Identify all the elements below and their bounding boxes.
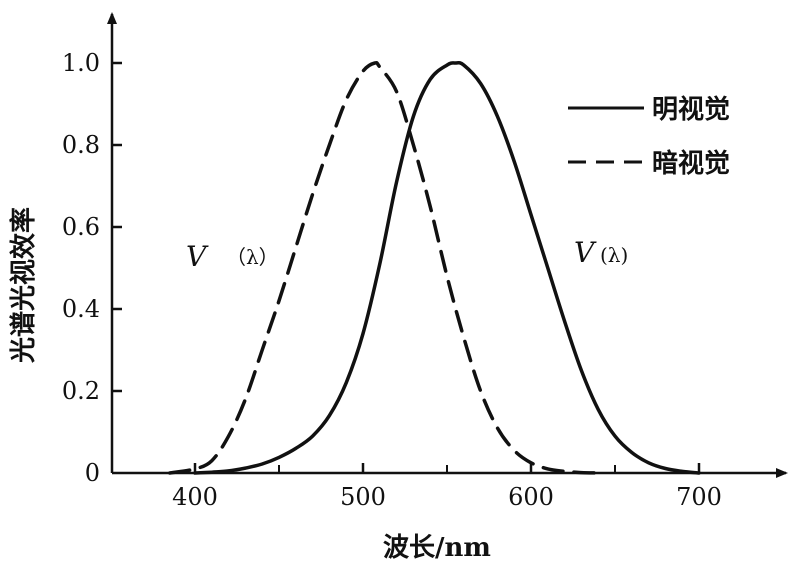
annotation-scotopic: V （λ） [186,240,279,273]
x-tick-label: 500 [340,483,386,511]
y-tick-label: 1.0 [62,49,100,77]
y-axis-title: 光谱光视效率 [8,207,39,364]
legend-label-photopic: 明视觉 [652,95,730,125]
y-tick-label: 0.8 [62,131,100,159]
x-tick-label: 700 [676,483,722,511]
y-ticks: 0 0.2 0.4 0.6 0.8 1.0 [62,49,122,487]
annotation-photopic: V (λ) [574,236,628,269]
annotation-photopic-v: V [574,236,597,269]
x-tick-label: 600 [508,483,554,511]
legend-label-scotopic: 暗视觉 [652,149,730,179]
y-tick-label: 0.4 [62,295,100,323]
x-tick-label: 400 [172,483,218,511]
annotation-scotopic-lambda: （λ） [226,245,279,269]
series-layer [168,60,701,475]
series-scotopic-line [168,60,600,475]
y-tick-label: 0.2 [62,377,100,405]
y-tick-label: 0 [85,459,100,487]
legend: 明视觉 暗视觉 [568,95,730,179]
annotation-photopic-lambda: (λ) [600,243,628,267]
y-tick-label: 0.6 [62,213,100,241]
x-ticks: 400 500 600 700 [172,463,722,511]
annotation-scotopic-v: V [186,240,209,273]
series-photopic-line [193,60,701,475]
x-axis-title: 波长/nm [383,533,491,563]
